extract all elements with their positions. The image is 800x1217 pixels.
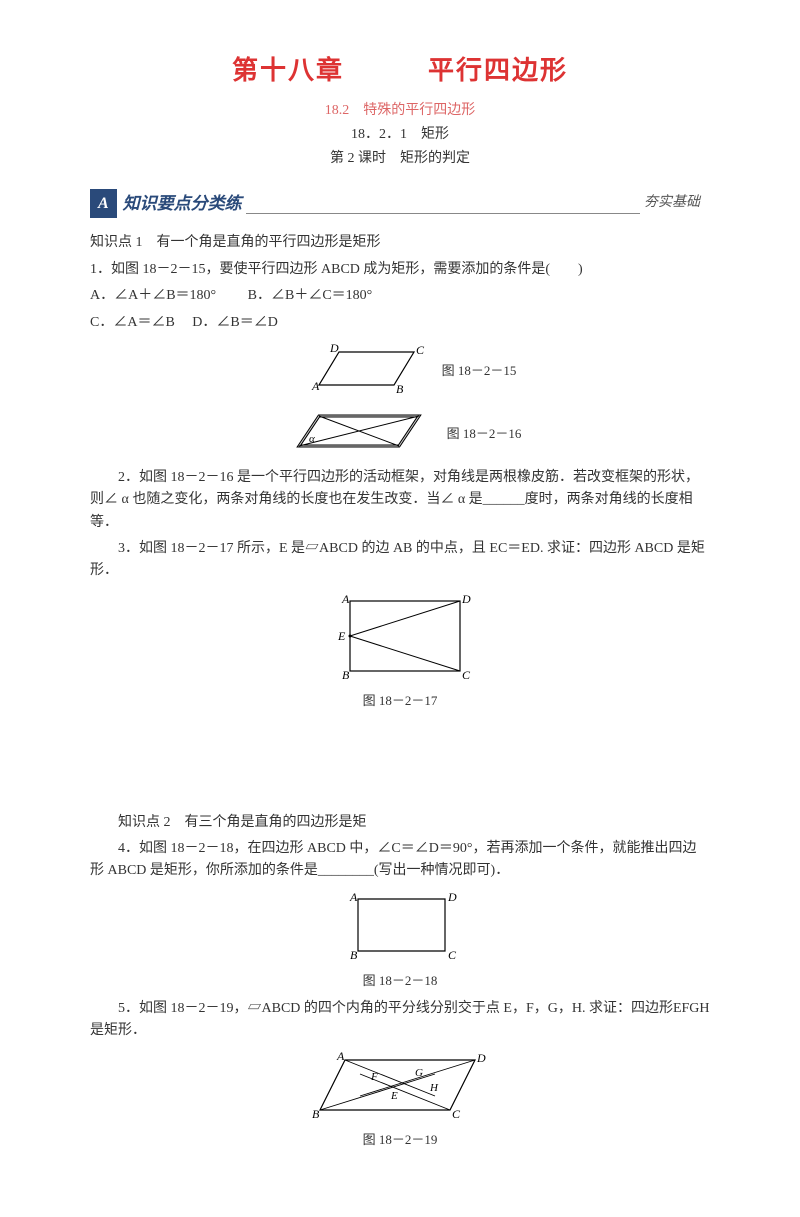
svg-text:D: D xyxy=(329,341,339,355)
svg-text:H: H xyxy=(429,1082,439,1094)
question-1-stem: 1．如图 18－2－15，要使平行四边形 ABCD 成为矩形，需要添加的条件是(… xyxy=(90,259,710,281)
question-5: 5．如图 18－2－19，▱ABCD 的四个内角的平分线分别交于点 E，F，G，… xyxy=(90,998,710,1043)
svg-text:α: α xyxy=(309,433,315,445)
figure-19-label: 图 18－2－19 xyxy=(90,1130,710,1151)
section-header-a: A 知识要点分类练 夯实基础 xyxy=(90,189,710,219)
svg-text:C: C xyxy=(448,948,457,962)
question-1-options-ab: A．∠A＋∠B＝180° B．∠B＋∠C＝180° xyxy=(90,285,710,307)
question-3: 3．如图 18－2－17 所示，E 是▱ABCD 的边 AB 的中点，且 EC＝… xyxy=(90,538,710,583)
figure-16-label: 图 18－2－16 xyxy=(447,424,522,445)
quad-right-angles-icon: A D B C xyxy=(330,889,470,969)
svg-text:A: A xyxy=(341,592,350,606)
svg-text:C: C xyxy=(452,1107,461,1121)
figure-18-2-18: A D B C 图 18－2－18 xyxy=(90,889,710,992)
option-d: D．∠B＝∠D xyxy=(192,315,278,330)
svg-text:F: F xyxy=(370,1071,378,1083)
figure-18-2-15: A B C D 图 18－2－15 xyxy=(90,340,710,400)
svg-text:E: E xyxy=(337,629,346,643)
svg-text:B: B xyxy=(342,668,350,682)
svg-text:A: A xyxy=(311,379,320,393)
figure-18-label: 图 18－2－18 xyxy=(90,971,710,992)
lesson-title: 第 2 课时 矩形的判定 xyxy=(90,148,710,170)
spacer xyxy=(90,718,710,808)
figure-18-2-17: A D E B C 图 18－2－17 xyxy=(90,589,710,712)
svg-text:C: C xyxy=(416,343,425,357)
chapter-title: 第十八章 平行四边形 xyxy=(90,50,710,92)
section-subtitle: 夯实基础 xyxy=(644,192,710,214)
rectangle-ec-ed-icon: A D E B C xyxy=(320,589,480,689)
svg-text:D: D xyxy=(476,1051,486,1065)
svg-text:G: G xyxy=(415,1067,423,1079)
section-number: 18.2 特殊的平行四边形 xyxy=(90,100,710,122)
svg-text:E: E xyxy=(390,1090,398,1102)
option-a: A．∠A＋∠B＝180° xyxy=(90,288,216,303)
svg-text:B: B xyxy=(312,1107,320,1121)
figure-17-label: 图 18－2－17 xyxy=(90,691,710,712)
question-4: 4．如图 18－2－18，在四边形 ABCD 中，∠C＝∠D＝90°，若再添加一… xyxy=(90,838,710,883)
figure-15-label: 图 18－2－15 xyxy=(442,361,517,382)
option-b: B．∠B＋∠C＝180° xyxy=(248,288,373,303)
svg-text:D: D xyxy=(461,592,471,606)
knowledge-point-2-title: 知识点 2 有三个角是直角的四边形是矩 xyxy=(90,812,710,834)
svg-text:A: A xyxy=(336,1049,345,1063)
svg-text:B: B xyxy=(350,948,358,962)
svg-text:A: A xyxy=(349,890,358,904)
knowledge-point-1-title: 知识点 1 有一个角是直角的平行四边形是矩形 xyxy=(90,232,710,254)
figure-18-2-16: α 图 18－2－16 xyxy=(90,406,710,461)
svg-text:D: D xyxy=(447,890,457,904)
option-c: C．∠A＝∠B xyxy=(90,315,175,330)
divider-line xyxy=(246,212,640,214)
bisectors-efgh-icon: A D B C F G E H xyxy=(305,1048,495,1128)
section-label: 知识要点分类练 xyxy=(123,190,242,217)
question-1-options-cd: C．∠A＝∠B D．∠B＝∠D xyxy=(90,312,710,334)
svg-text:B: B xyxy=(396,382,404,396)
parallelogram-icon: A B C D xyxy=(284,340,434,400)
badge-a: A xyxy=(90,189,117,219)
figure-18-2-19: A D B C F G E H 图 18－2－19 xyxy=(90,1048,710,1151)
svg-text:C: C xyxy=(462,668,471,682)
subsection-number: 18．2．1 矩形 xyxy=(90,124,710,146)
question-2: 2．如图 18－2－16 是一个平行四边形的活动框架，对角线是两根橡皮筋．若改变… xyxy=(90,467,710,534)
frame-diagonals-icon: α xyxy=(279,406,439,461)
